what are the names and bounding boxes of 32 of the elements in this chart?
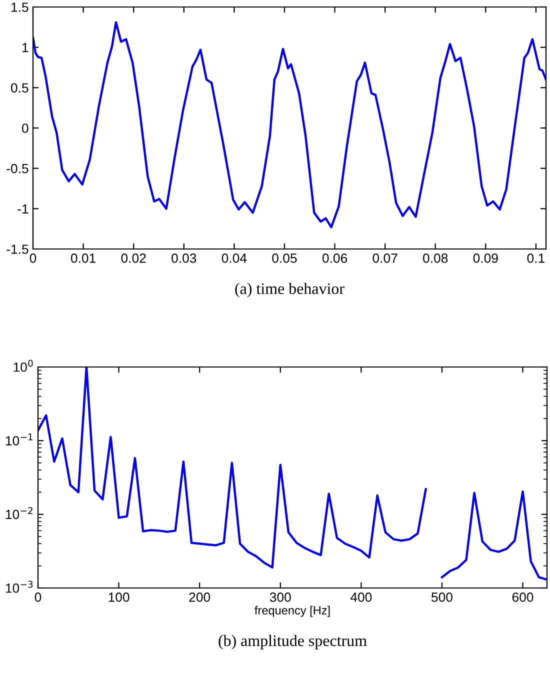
x-tick-label: 0.01 [70, 254, 96, 263]
x-tick-label: 400 [350, 592, 372, 602]
x-tick-label: 0.03 [172, 254, 196, 263]
x-axis-title: frequency [Hz] [254, 606, 330, 617]
x-tick-label: 0.02 [121, 254, 146, 263]
x-tick-label: 0.07 [372, 254, 398, 263]
y-tick-label: 0 [22, 124, 28, 133]
y-tick-label: -1 [18, 204, 28, 214]
x-tick-label: 500 [431, 592, 452, 602]
x-tick-label: 100 [108, 592, 130, 602]
y-tick-label: 1 [22, 43, 28, 52]
y-tick-label: -1.5 [6, 244, 28, 254]
y-tick-label: 10$^{−2}$ [6, 507, 32, 520]
y-tick-label: 10$^{0}$ [14, 360, 33, 372]
x-tick-label: 0 [34, 592, 42, 602]
x-tick-label: 0.06 [322, 254, 348, 263]
text: (a) time behavior [235, 282, 344, 298]
x-tick-label: 300 [270, 592, 291, 602]
x-tick-label: 0.09 [473, 254, 498, 263]
x-tick-label: 0.08 [423, 254, 448, 263]
y-tick-label: 1.5 [12, 2, 28, 12]
y-tick-label: -0.5 [6, 164, 28, 174]
line-series [33, 21, 546, 228]
x-tick-label: 600 [512, 592, 534, 602]
text: (b) amplitude spectrum [218, 634, 367, 650]
x-tick-label: 0.04 [222, 254, 247, 263]
y-tick-label: 10$^{−1}$ [6, 434, 32, 446]
x-tick-label: 0.05 [272, 254, 297, 263]
y-tick-label: 10$^{−3}$ [6, 580, 33, 593]
x-tick-label: 200 [189, 592, 210, 602]
y-tick-label: 0.5 [11, 83, 28, 93]
x-tick-label: 0.1 [527, 254, 544, 263]
